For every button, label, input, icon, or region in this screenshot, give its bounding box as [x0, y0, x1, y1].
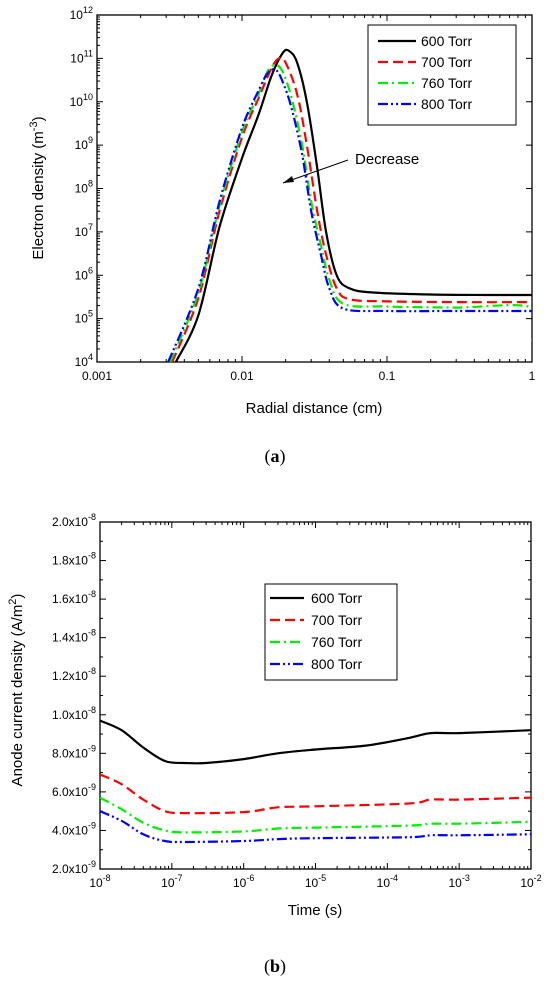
- legend-label-700-torr: 700 Torr: [421, 54, 472, 70]
- x-tick-label: 10-6: [233, 873, 254, 890]
- y-tick-label: 1010: [70, 92, 93, 109]
- x-tick-label: 0.1: [379, 369, 396, 383]
- legend-label-800-torr: 800 Torr: [311, 656, 362, 672]
- y-tick-label: 2.0x10-9: [52, 859, 96, 876]
- y-tick-label: 104: [75, 352, 93, 369]
- legend-label-700-torr: 700 Torr: [311, 612, 362, 628]
- chart-panel-a: 0.001 0.01 0.1 1 104 105 106 107 108 109 1010 1011…: [28, 5, 536, 467]
- series-line-700-torr: [100, 773, 531, 815]
- y-tick-label: 109: [75, 135, 93, 152]
- legend-label-800-torr: 800 Torr: [421, 96, 472, 112]
- x-tick-label: 10-4: [377, 873, 398, 890]
- legend-label-600-torr: 600 Torr: [311, 590, 362, 606]
- x-tick-label: 10-3: [448, 873, 469, 890]
- y-tick-label: 1.0x10-8: [52, 705, 96, 722]
- x-axis-label-b: Time (s): [288, 902, 342, 919]
- legend-label-760-torr: 760 Torr: [311, 634, 362, 650]
- series-line-800-torr: [167, 68, 532, 362]
- legend-a: 600 Torr 700 Torr 760 Torr 800 Torr: [367, 24, 517, 126]
- plot-frame-b: [99, 521, 532, 870]
- legend-label-760-torr: 760 Torr: [421, 75, 472, 91]
- x-tick-label: 10-7: [161, 873, 182, 890]
- legend-box-b: [264, 583, 398, 681]
- series-line-600-torr: [174, 48, 532, 362]
- decrease-annotation: Decrease: [355, 151, 419, 168]
- series-line-600-torr: [100, 719, 531, 765]
- panel-caption-a: (a): [265, 446, 286, 467]
- x-tick-label: 10-2: [520, 873, 541, 890]
- series-line-800-torr: [100, 810, 531, 844]
- y-tick-label: 6.0x10-9: [52, 782, 96, 799]
- y-tick-label: 8.0x10-9: [52, 743, 96, 760]
- y-tick-label: 1012: [70, 5, 93, 22]
- series-group-a: [167, 48, 532, 362]
- series-line-760-torr: [100, 796, 531, 834]
- y-axis-label-b: Anode current density (A/m2): [7, 594, 26, 787]
- chart-panel-b: 10-8 10-7 10-6 10-5 10-4 10-3 10-2 2.0x10-9 4.0…: [7, 512, 542, 977]
- y-tick-label: 106: [75, 265, 93, 282]
- y-axis-label-a: Electron density (m-3): [28, 116, 47, 259]
- x-tick-label: 1: [529, 369, 536, 383]
- y-tick-label: 1.6x10-8: [52, 589, 96, 606]
- x-axis-label-a: Radial distance (cm): [246, 400, 383, 417]
- x-tick-label: 0.01: [230, 369, 254, 383]
- y-tick-label: 108: [75, 179, 93, 196]
- y-tick-label: 2.0x10-8: [52, 512, 96, 529]
- series-line-760-torr: [169, 63, 532, 362]
- x-tick-label: 0.001: [82, 369, 112, 383]
- y-tick-label: 1.4x10-8: [52, 628, 96, 645]
- x-tick-label: 10-5: [305, 873, 326, 890]
- y-tick-label: 105: [75, 309, 93, 326]
- decrease-arrowhead-icon: [283, 176, 294, 183]
- series-group-b: [100, 719, 531, 844]
- panel-caption-b: (b): [264, 956, 286, 977]
- series-line-700-torr: [171, 56, 532, 362]
- y-tick-label: 107: [75, 222, 93, 239]
- legend-b: 600 Torr 700 Torr 760 Torr 800 Torr: [264, 583, 398, 681]
- legend-label-600-torr: 600 Torr: [421, 33, 472, 49]
- y-tick-label: 1011: [70, 48, 93, 65]
- y-tick-label: 4.0x10-9: [52, 820, 96, 837]
- y-tick-label: 1.2x10-8: [52, 666, 96, 683]
- x-tick-label: 10-8: [89, 873, 110, 890]
- decrease-arrow: [282, 159, 349, 184]
- y-tick-label: 1.8x10-8: [52, 551, 96, 568]
